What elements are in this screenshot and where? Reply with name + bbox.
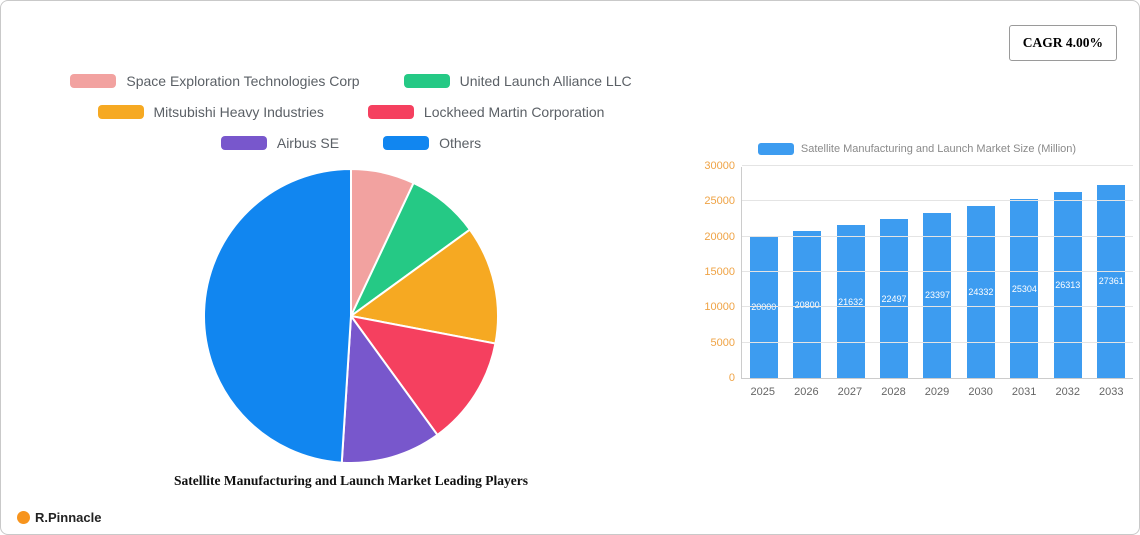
bar: 21632	[836, 225, 865, 378]
legend-label: Airbus SE	[276, 135, 340, 151]
bar: 20000	[749, 236, 778, 378]
bar-legend-swatch	[757, 143, 794, 155]
bar-legend-label: Satellite Manufacturing and Launch Marke…	[800, 143, 1077, 155]
cagr-badge: CAGR 4.00%	[1008, 25, 1117, 61]
bar-column: 27361	[1090, 167, 1133, 378]
x-axis-label: 2029	[924, 386, 950, 398]
bar-column: 21632	[829, 167, 872, 378]
pie-legend-item[interactable]: Airbus SE	[220, 135, 340, 151]
brand-logo-text: R.Pinnacle	[35, 510, 102, 525]
legend-label: Space Exploration Technologies Corp	[126, 73, 360, 89]
bar-value-label: 24332	[968, 287, 994, 298]
y-axis-tick-label: 20000	[704, 230, 735, 243]
y-axis-tick-label: 25000	[704, 195, 735, 208]
x-axis-label: 2028	[881, 386, 906, 398]
x-axis-label: 2026	[794, 386, 819, 398]
pie-legend-item[interactable]: United Launch Alliance LLC	[403, 73, 632, 89]
bar-legend[interactable]: Satellite Manufacturing and Launch Marke…	[701, 143, 1133, 155]
legend-label: Mitsubishi Heavy Industries	[153, 104, 324, 120]
gridline	[742, 200, 1133, 202]
pie-legend-item[interactable]: Others	[383, 135, 481, 151]
gridline	[742, 165, 1133, 166]
bar-value-label: 21632	[838, 296, 864, 307]
pie-slice	[203, 167, 352, 464]
y-axis-tick-label: 0	[728, 372, 735, 384]
bars-container: 20000 20800 21632 22497 23397 24332 25304 26313…	[742, 167, 1133, 378]
legend-swatch	[367, 105, 414, 119]
y-axis-tick-label: 30000	[704, 160, 735, 172]
bar: 25304	[1010, 199, 1039, 378]
bar-chart-section: Satellite Manufacturing and Launch Marke…	[701, 143, 1133, 398]
pie-chart-title: Satellite Manufacturing and Launch Marke…	[174, 473, 528, 488]
bar-value-label: 23397	[924, 290, 950, 301]
pie-legend: Space Exploration Technologies Corp Unite…	[29, 73, 673, 151]
y-axis-tick-label: 15000	[704, 266, 735, 278]
legend-label: United Launch Alliance LLC	[459, 73, 632, 89]
pie-legend-row: Airbus SE Others	[29, 135, 673, 151]
y-axis-tick-label: 5000	[710, 336, 735, 349]
bar: 26313	[1053, 192, 1082, 378]
gridline	[742, 306, 1133, 308]
gridline	[742, 271, 1133, 272]
bar: 24332	[966, 206, 995, 378]
x-axis-label: 2031	[1011, 386, 1037, 398]
bar-column: 20800	[785, 167, 828, 378]
legend-swatch	[403, 74, 450, 88]
bar-column: 23397	[916, 167, 959, 378]
bar-value-label: 27361	[1098, 276, 1124, 287]
bar: 27361	[1097, 184, 1126, 378]
bar-column: 20000	[742, 167, 785, 378]
bar-column: 26313	[1046, 167, 1089, 378]
pie-chart-section: Space Exploration Technologies Corp Unite…	[29, 73, 673, 489]
legend-swatch	[220, 136, 267, 150]
pie-legend-item[interactable]: Mitsubishi Heavy Industries	[97, 104, 324, 120]
x-axis-label: 2027	[837, 386, 863, 398]
bar-column: 25304	[1003, 167, 1046, 378]
x-axis-labels: 2025 2026 2027 2028 2029 2030 2031 2032 2033	[741, 386, 1133, 398]
bar-value-label: 20000	[751, 302, 777, 313]
y-axis-tick-label: 10000	[704, 301, 735, 314]
x-axis-label: 2033	[1099, 386, 1124, 398]
pie-slice	[348, 314, 497, 437]
pie-legend-row: Space Exploration Technologies Corp Unite…	[29, 73, 673, 89]
pie-legend-item[interactable]: Space Exploration Technologies Corp	[70, 73, 360, 89]
legend-swatch	[70, 74, 117, 88]
pie-legend-row: Mitsubishi Heavy Industries Lockheed Mart…	[29, 104, 673, 120]
brand-logo: R.Pinnacle	[17, 510, 101, 525]
x-axis-label: 2030	[968, 386, 993, 398]
legend-swatch	[97, 105, 144, 119]
x-axis-label: 2032	[1055, 386, 1080, 398]
bar-value-label: 25304	[1011, 283, 1037, 294]
pie-chart	[29, 166, 673, 466]
bar-value-label: 20800	[794, 299, 820, 310]
gridline	[742, 235, 1133, 237]
pie-slice	[340, 313, 439, 464]
pie-legend-item[interactable]: Lockheed Martin Corporation	[367, 104, 605, 120]
gridline	[742, 341, 1133, 343]
bar-value-label: 22497	[881, 293, 907, 304]
legend-swatch	[383, 136, 430, 150]
bar-column: 24332	[959, 167, 1002, 378]
bar-value-label: 26313	[1055, 280, 1081, 291]
legend-label: Others	[439, 135, 482, 151]
legend-label: Lockheed Martin Corporation	[423, 104, 605, 120]
bar: 20800	[793, 231, 822, 378]
x-axis-label: 2025	[750, 386, 776, 398]
bar: 22497	[880, 219, 909, 378]
bar: 23397	[923, 212, 952, 378]
brand-logo-icon	[17, 511, 30, 524]
pie-slice	[348, 228, 499, 345]
bar-plot-area: 20000 20800 21632 22497 23397 24332 25304 26313…	[704, 160, 1133, 384]
bar-column: 22497	[872, 167, 915, 378]
